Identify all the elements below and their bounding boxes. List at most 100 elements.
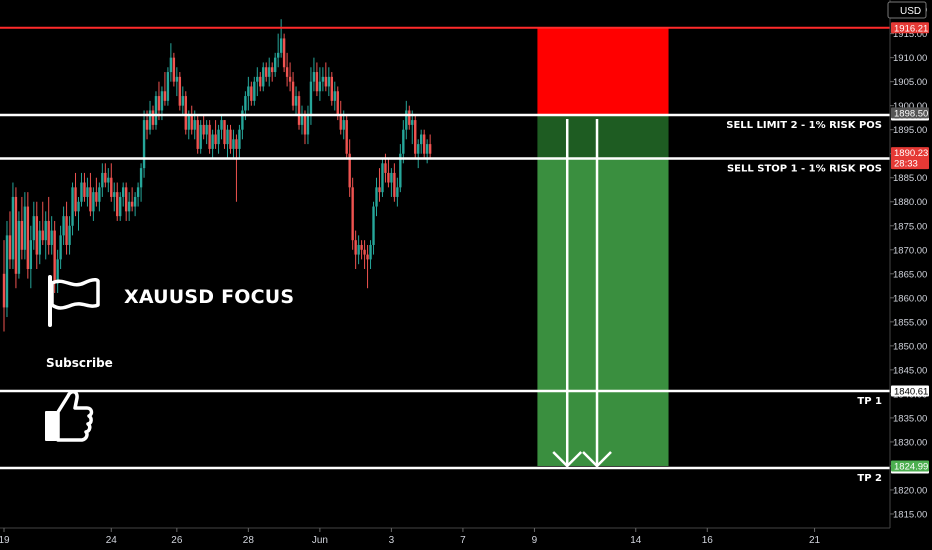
candle-body (181, 96, 184, 106)
y-tick-label: 1885.00 (893, 173, 927, 184)
candle-body (193, 120, 196, 130)
candle-body (306, 115, 310, 135)
candle-body (318, 81, 322, 92)
y-tick-label: 1815.00 (893, 509, 927, 520)
stop-loss-zone (537, 27, 669, 115)
y-tick-label: 1850.00 (893, 341, 927, 352)
candle-body (390, 172, 393, 183)
candle-body (393, 172, 396, 197)
candle-body (360, 244, 363, 250)
flag-icon (48, 275, 100, 327)
candle-body (220, 120, 223, 130)
x-tick-label: 26 (171, 535, 183, 546)
candle-body (11, 196, 15, 260)
candle-body (127, 201, 131, 212)
candle-body (8, 235, 12, 260)
candle-body (101, 172, 104, 188)
candle-body (104, 172, 107, 183)
candle-body (136, 187, 140, 197)
x-tick-label: 3 (389, 535, 395, 546)
candle-body (399, 153, 402, 188)
candle-body (375, 187, 378, 207)
y-tick-label: 1870.00 (893, 245, 927, 256)
candle-body (23, 206, 27, 250)
candle-body (77, 201, 80, 212)
candle-body (142, 120, 146, 169)
candle-body (223, 120, 226, 145)
level-label: SELL LIMIT 2 - 1% RISK POS (726, 120, 882, 131)
candle-body (369, 244, 372, 260)
candle-body (315, 72, 319, 92)
candle-body (384, 163, 387, 173)
candle-body (241, 110, 244, 130)
candle-body (330, 76, 333, 101)
candle-body (324, 76, 328, 87)
candle-body (202, 124, 205, 135)
currency-label: USD (900, 6, 921, 17)
candle-body (107, 177, 110, 183)
candle-body (396, 187, 399, 197)
candle-body (157, 96, 161, 111)
price-tag: 1916.21 (894, 23, 928, 34)
candle-body (190, 115, 193, 130)
level-label: TP 1 (857, 396, 882, 407)
candle-body (351, 187, 354, 241)
candle-body (199, 124, 202, 149)
level-lines (0, 26, 890, 470)
candle-body (247, 86, 250, 97)
target-zone (537, 158, 669, 466)
candle-body (214, 134, 217, 145)
candles-layer (2, 19, 432, 332)
candle-body (238, 129, 241, 149)
candle-body (17, 220, 21, 274)
candle-body (41, 230, 44, 241)
y-tick-label: 1830.00 (893, 437, 927, 448)
candle-body (133, 196, 137, 207)
candle-body (348, 153, 351, 188)
candle-body (381, 163, 384, 193)
candle-body (414, 120, 417, 154)
time-axis: 19 24 26 28 Jun 3 7 9 14 16 21 (0, 527, 890, 546)
level-labels: SELL LIMIT 2 - 1% RISK POS SELL STOP 1 - … (726, 120, 882, 484)
candle-body (342, 120, 345, 130)
candle-body (166, 72, 170, 101)
candle-body (169, 57, 173, 73)
x-tick-label: Jun (312, 535, 328, 546)
price-axis: 1815.001820.001825.001830.001835.001840.… (887, 0, 929, 528)
candle-body (265, 67, 268, 77)
candle-body (119, 196, 122, 217)
candle-body (29, 240, 33, 269)
candle-body (291, 81, 295, 106)
candle-body (80, 182, 83, 202)
candle-body (172, 57, 176, 82)
candle-body (372, 206, 375, 245)
candle-body (333, 91, 336, 101)
candle-body (14, 196, 18, 274)
candle-body (402, 129, 405, 154)
candle-body (68, 225, 71, 245)
candle-body (92, 192, 95, 212)
x-tick-label: 28 (243, 535, 255, 546)
candle-body (229, 129, 232, 149)
y-tick-label: 1900.00 (893, 101, 927, 112)
price-tag-bg (891, 460, 929, 472)
candle-body (327, 76, 331, 87)
brand-title: XAUUSD FOCUS (124, 286, 295, 308)
down-arrow-head (552, 451, 583, 468)
candle-body (279, 38, 283, 53)
candle-body (339, 115, 342, 130)
y-tick-label: 1820.00 (893, 485, 927, 496)
subscribe-label[interactable]: Subscribe (46, 356, 113, 370)
candle-body (268, 67, 271, 77)
candle-body (178, 76, 182, 106)
candle-body (294, 96, 298, 106)
candle-body (217, 129, 220, 145)
y-tick-label: 1860.00 (893, 293, 927, 304)
candle-body (321, 76, 325, 82)
price-tag: 1824.99 (894, 461, 928, 472)
y-tick-label: 1895.00 (893, 125, 927, 136)
candle-body (378, 187, 381, 193)
candle-body (2, 273, 6, 308)
candle-body (428, 144, 432, 154)
